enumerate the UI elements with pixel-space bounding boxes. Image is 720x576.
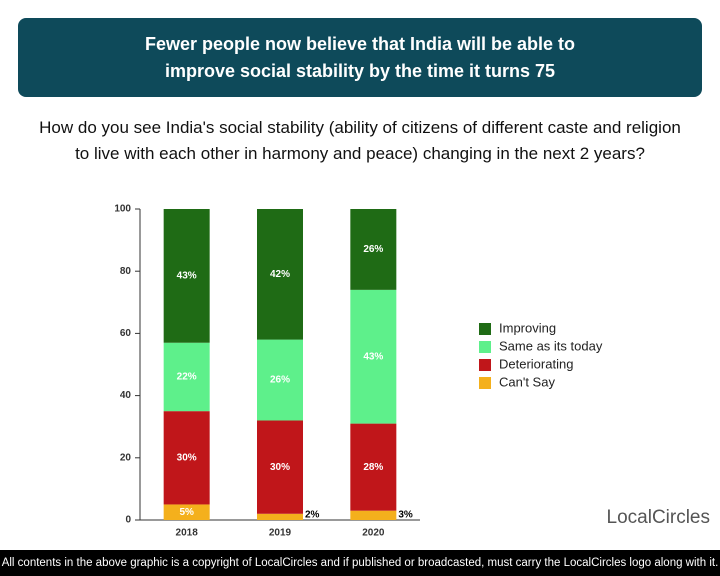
legend-swatch — [479, 377, 491, 389]
bar-segment — [257, 420, 303, 514]
legend-label: Improving — [499, 320, 556, 335]
data-label: 26% — [363, 244, 383, 255]
x-tick-label: 2018 — [176, 528, 199, 539]
data-label: 42% — [270, 269, 290, 280]
bar-segment — [163, 342, 210, 412]
data-label: 43% — [177, 271, 197, 282]
y-tick-label: 40 — [120, 390, 132, 401]
legend-swatch — [479, 359, 491, 371]
data-label: 3% — [398, 510, 413, 521]
footer: All contents in the above graphic is a c… — [0, 550, 720, 576]
legend-swatch — [479, 323, 491, 335]
data-label: 30% — [177, 452, 197, 463]
data-label: 43% — [363, 351, 383, 362]
x-tick-label: 2019 — [269, 528, 292, 539]
y-tick-label: 100 — [114, 204, 131, 215]
legend-label: Same as its today — [499, 338, 603, 353]
header-title: Fewer people now believe that India will… — [18, 18, 702, 97]
y-tick-label: 0 — [125, 515, 131, 526]
data-label: 5% — [179, 507, 194, 518]
bar-segment — [163, 411, 210, 505]
bar-segment — [257, 513, 303, 520]
bar-segment — [350, 289, 397, 424]
legend-label: Deteriorating — [499, 356, 573, 371]
legend-swatch — [479, 341, 491, 353]
data-label: 2% — [305, 510, 320, 521]
data-label: 26% — [270, 375, 290, 386]
data-label: 28% — [363, 462, 383, 473]
question: How do you see India's social stability … — [39, 118, 681, 163]
y-tick-label: 60 — [120, 328, 132, 339]
bar-segment — [257, 209, 303, 340]
bar-segment — [163, 209, 210, 343]
data-label: 30% — [270, 462, 290, 473]
y-tick-label: 20 — [120, 452, 132, 463]
y-tick-label: 80 — [120, 266, 132, 277]
legend-label: Can't Say — [499, 374, 555, 389]
data-label: 22% — [177, 372, 197, 383]
bar-segment — [350, 209, 397, 290]
x-tick-label: 2020 — [362, 528, 385, 539]
bar-segment — [350, 510, 397, 520]
bar-segment — [163, 504, 210, 520]
logo: LocalCircles — [607, 507, 710, 528]
bar-segment — [257, 339, 303, 421]
bar-segment — [350, 423, 397, 511]
